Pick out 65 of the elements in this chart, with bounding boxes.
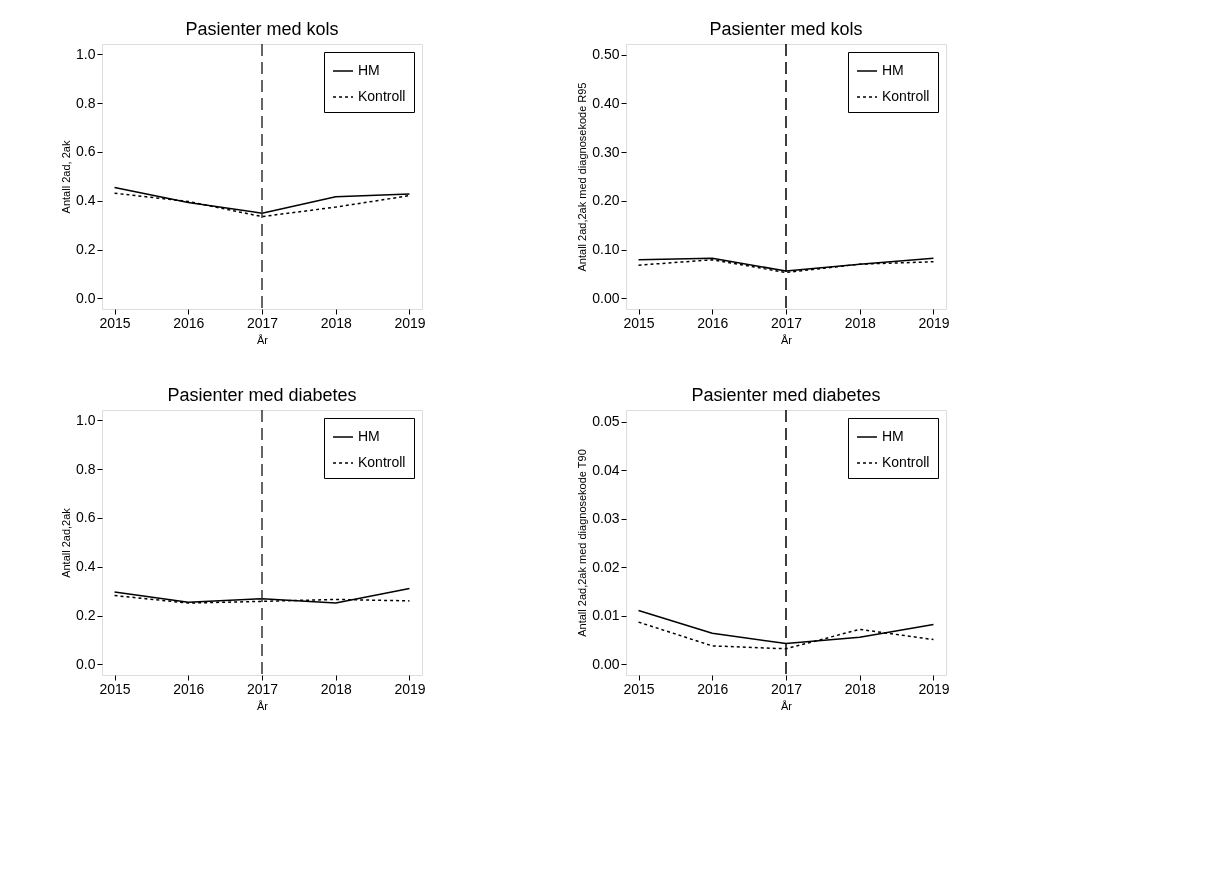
y-tick-label: 0.0 bbox=[76, 289, 96, 306]
x-tick-label: 2019 bbox=[394, 680, 426, 697]
y-tick-label: 0.4 bbox=[76, 192, 96, 209]
x-tick-label: 2018 bbox=[320, 314, 353, 331]
y-tick-label: 0.03 bbox=[592, 510, 620, 527]
chart-title: Pasienter med diabetes bbox=[167, 385, 357, 406]
y-tick-label: 0.02 bbox=[592, 558, 620, 575]
x-tick-label: 2018 bbox=[320, 680, 353, 697]
y-tick-label: 0.40 bbox=[592, 94, 620, 111]
legend-label: HM bbox=[358, 62, 380, 78]
x-tick-label: 2015 bbox=[623, 314, 655, 331]
y-tick-label: 0.05 bbox=[592, 413, 620, 430]
y-tick-label: 0.04 bbox=[592, 461, 620, 478]
legend-label: HM bbox=[358, 428, 380, 444]
y-tick-label: 0.01 bbox=[592, 607, 620, 624]
y-tick-label: 0.4 bbox=[76, 558, 96, 575]
y-tick-label: 1.0 bbox=[76, 45, 96, 62]
x-axis-title: År bbox=[257, 333, 269, 346]
y-tick-label: 0.2 bbox=[76, 241, 96, 258]
y-tick-label: 0.30 bbox=[592, 143, 620, 160]
x-tick-label: 2015 bbox=[623, 680, 655, 697]
y-tick-label: 0.6 bbox=[76, 509, 96, 526]
x-tick-label: 2018 bbox=[844, 680, 877, 697]
legend-label: HM bbox=[882, 428, 904, 444]
legend-label: Kontroll bbox=[358, 454, 406, 470]
y-tick-label: 0.10 bbox=[592, 241, 620, 258]
x-tick-label: 2017 bbox=[770, 314, 803, 331]
y-tick-label: 0.00 bbox=[592, 289, 620, 306]
x-tick-label: 2015 bbox=[99, 680, 131, 697]
legend-label: HM bbox=[882, 62, 904, 78]
legend-label: Kontroll bbox=[358, 88, 406, 104]
y-tick-label: 0.8 bbox=[76, 460, 96, 477]
x-tick-label: 2016 bbox=[697, 314, 729, 331]
x-tick-label: 2016 bbox=[173, 680, 205, 697]
x-tick-label: 2016 bbox=[697, 680, 729, 697]
x-tick-label: 2017 bbox=[246, 314, 279, 331]
y-axis-title: Antall 2ad,2ak med diagnosekode R95 bbox=[576, 82, 589, 272]
y-tick-label: 0.6 bbox=[76, 143, 96, 160]
y-axis-title: Antall 2ad,2ak med diagnosekode T90 bbox=[576, 449, 589, 637]
chart-title: Pasienter med kols bbox=[185, 19, 339, 40]
x-axis-title: År bbox=[781, 699, 793, 712]
x-tick-label: 2018 bbox=[844, 314, 877, 331]
y-tick-label: 0.50 bbox=[592, 46, 620, 63]
x-tick-label: 2019 bbox=[918, 680, 950, 697]
x-tick-label: 2019 bbox=[918, 314, 950, 331]
x-axis-title: År bbox=[781, 333, 793, 346]
x-tick-label: 2017 bbox=[770, 680, 803, 697]
y-axis-title: Antall 2ad, 2ak bbox=[60, 140, 73, 214]
line-series bbox=[113, 587, 411, 604]
chart-title: Pasienter med kols bbox=[709, 19, 863, 40]
y-tick-label: 0.0 bbox=[76, 655, 96, 672]
x-tick-label: 2015 bbox=[99, 314, 131, 331]
x-tick-label: 2019 bbox=[394, 314, 426, 331]
legend-label: Kontroll bbox=[882, 454, 930, 470]
y-tick-label: 1.0 bbox=[76, 411, 96, 428]
y-tick-label: 0.2 bbox=[76, 607, 96, 624]
y-axis-title: Antall 2ad,2ak bbox=[60, 507, 73, 578]
legend-label: Kontroll bbox=[882, 88, 930, 104]
chart-title: Pasienter med diabetes bbox=[691, 385, 881, 406]
x-tick-label: 2016 bbox=[173, 314, 205, 331]
y-tick-label: 0.00 bbox=[592, 655, 620, 672]
y-tick-label: 0.20 bbox=[592, 192, 620, 209]
x-axis-title: År bbox=[257, 699, 269, 712]
y-tick-label: 0.8 bbox=[76, 94, 96, 111]
x-tick-label: 2017 bbox=[246, 680, 279, 697]
